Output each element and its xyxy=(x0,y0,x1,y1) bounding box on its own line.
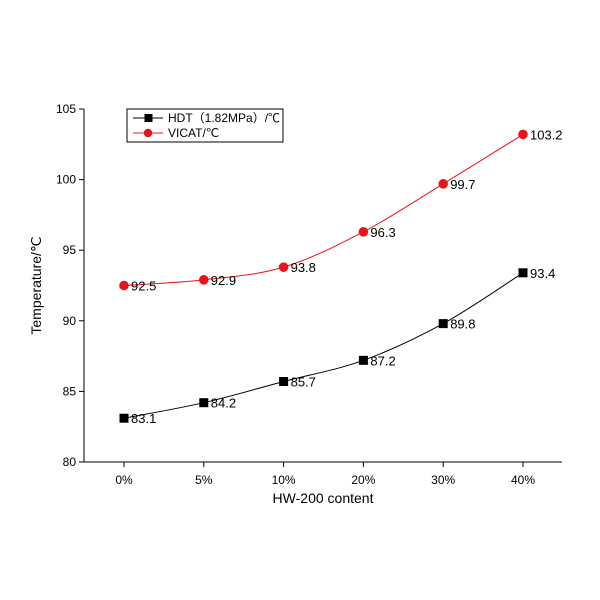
data-label: 89.8 xyxy=(450,317,475,332)
data-point-circle xyxy=(278,262,289,272)
y-axis-title: Temperature/℃ xyxy=(28,236,44,334)
data-point-circle xyxy=(119,280,129,291)
data-label: 93.8 xyxy=(291,260,316,275)
data-label: 92.9 xyxy=(211,273,236,288)
data-point-square xyxy=(358,355,368,365)
legend-marker-square xyxy=(144,114,153,122)
y-tick-label: 85 xyxy=(63,384,77,398)
legend-label: VICAT/℃ xyxy=(168,126,219,140)
data-point-square xyxy=(199,398,209,408)
data-point-circle xyxy=(438,179,449,189)
legend-marker-circle xyxy=(143,128,153,138)
y-tick-label: 105 xyxy=(56,102,76,116)
x-axis-title: HW-200 content xyxy=(273,490,374,506)
x-tick-label: 40% xyxy=(511,473,535,487)
data-label: 92.5 xyxy=(131,279,156,294)
series-layer: 83.1 84.2 85.7 87.2 89.8 93.4 92.5 92.9 93.8 96.3… xyxy=(119,127,563,426)
x-tick-label: 20% xyxy=(351,473,375,487)
data-label: 83.1 xyxy=(131,411,156,426)
series-0: 83.1 84.2 85.7 87.2 89.8 93.4 xyxy=(119,266,555,426)
data-point-circle xyxy=(358,227,369,237)
series-line xyxy=(123,272,524,419)
y-tick-label: 90 xyxy=(63,314,77,328)
y-tick-label: 95 xyxy=(63,243,77,257)
x-tick-label: 30% xyxy=(431,473,455,487)
data-label: 103.2 xyxy=(530,127,563,142)
data-point-square xyxy=(279,377,289,387)
data-point-square xyxy=(438,319,448,329)
x-tick-label: 0% xyxy=(115,473,133,487)
x-tick-label: 5% xyxy=(195,473,213,487)
axes: 80 85 90 95 100 105 0% 5% 10% 20% 30% 40% HW-200 con… xyxy=(28,102,562,506)
data-label: 93.4 xyxy=(530,266,555,281)
x-tick-label: 10% xyxy=(272,473,296,487)
data-label: 96.3 xyxy=(370,225,395,240)
series-line xyxy=(123,133,524,286)
legend-label: HDT（1.82MPa）/℃ xyxy=(168,111,280,125)
data-label: 99.7 xyxy=(450,177,475,192)
data-point-circle xyxy=(199,275,209,285)
data-point-circle xyxy=(518,129,528,140)
data-label: 85.7 xyxy=(291,375,316,390)
data-point-square xyxy=(518,268,528,278)
y-tick-label: 80 xyxy=(63,455,77,469)
data-point-square xyxy=(119,413,129,423)
data-label: 87.2 xyxy=(370,353,395,368)
data-label: 84.2 xyxy=(211,396,236,411)
y-tick-label: 100 xyxy=(56,173,76,187)
legend-box xyxy=(126,108,284,143)
series-1: 92.5 92.9 93.8 96.3 99.7 103.2 xyxy=(119,127,563,294)
